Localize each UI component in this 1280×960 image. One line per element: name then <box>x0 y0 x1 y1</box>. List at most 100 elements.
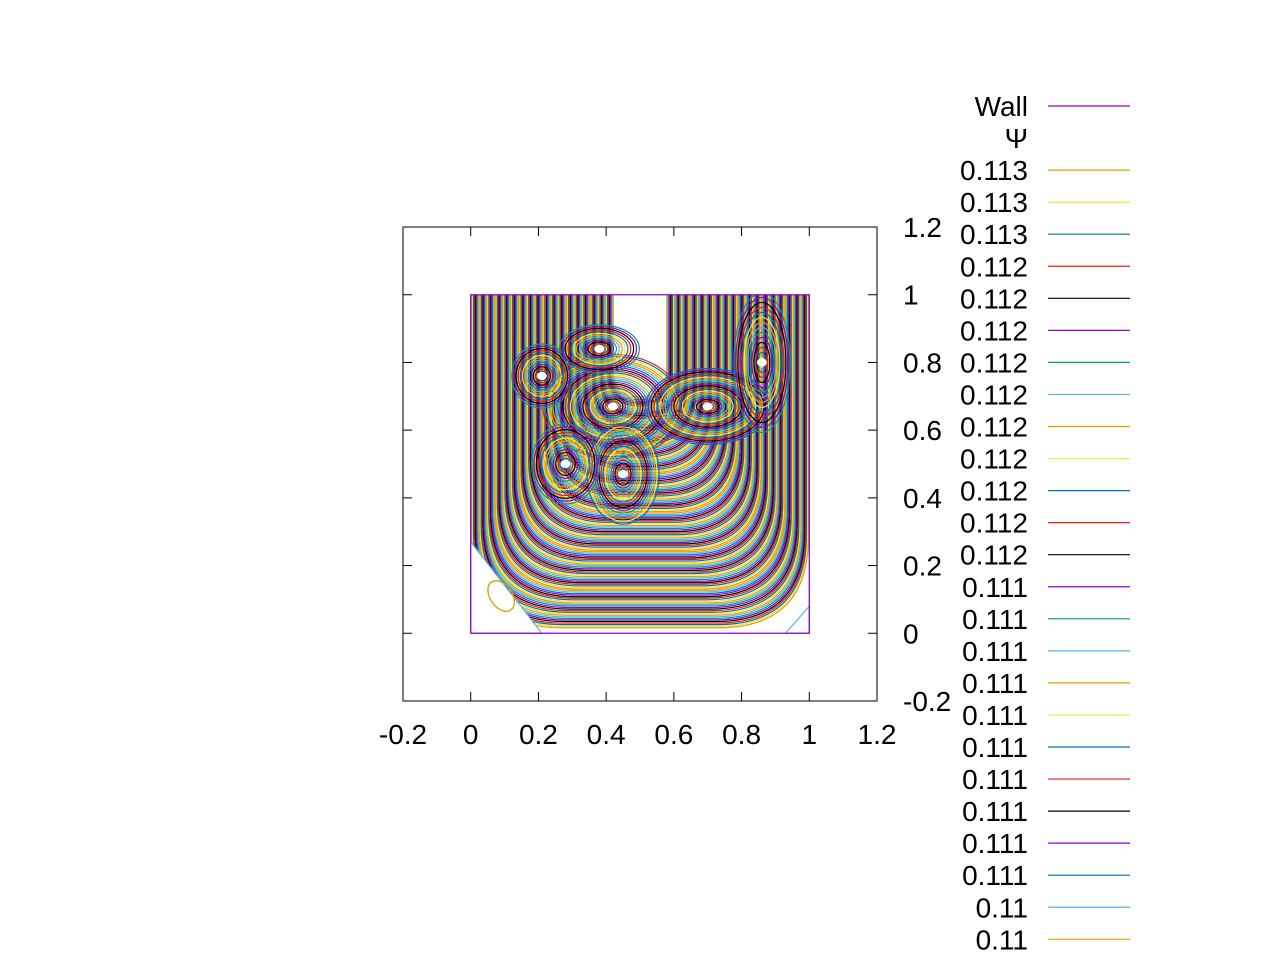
contour-line <box>485 295 795 606</box>
y-tick-label: 1.2 <box>903 212 942 243</box>
legend-level-label: 0.112 <box>960 315 1028 346</box>
contour-line <box>495 295 785 589</box>
y-tick-label: 0.6 <box>903 415 942 446</box>
contour-line <box>501 295 779 579</box>
contour-line <box>536 295 744 522</box>
contour-line <box>522 295 758 545</box>
contour-line <box>572 295 708 463</box>
legend-level-label: 0.112 <box>960 251 1028 282</box>
vortex-contour <box>695 398 720 414</box>
vortex-center <box>702 402 713 411</box>
contour-line <box>484 295 796 607</box>
contour-line <box>523 295 757 544</box>
vortex-contour <box>543 437 588 491</box>
y-tick-label: -0.2 <box>903 686 951 717</box>
vortex-contour <box>524 357 560 395</box>
vortex-contour <box>594 392 632 421</box>
vortex-contour <box>737 301 787 424</box>
contour-line <box>504 295 776 575</box>
contour-line <box>529 295 751 534</box>
vortex-contour <box>534 368 549 384</box>
contour-line <box>502 295 778 578</box>
contour-line <box>507 295 773 570</box>
vortex-contour <box>659 376 757 437</box>
contour-lines <box>471 295 809 629</box>
vortex-contour <box>530 423 601 505</box>
vortex-contour <box>570 331 629 367</box>
wall-layer <box>470 294 810 634</box>
legend-level-label: 0.111 <box>962 796 1028 827</box>
vortex-contour <box>755 346 769 379</box>
legend-level-label: 0.113 <box>960 187 1028 218</box>
vortex-contour <box>745 321 779 404</box>
vortex-contour <box>610 456 636 492</box>
vortex-contour <box>592 390 634 422</box>
vortex-contour <box>530 363 554 389</box>
contour-line <box>483 295 797 609</box>
contour-line <box>511 295 769 562</box>
corner-eddy-bottom-right <box>784 604 810 634</box>
vortex-contour <box>741 311 783 414</box>
vortex-contour <box>664 379 751 433</box>
contour-line <box>525 295 755 540</box>
vortex-contour <box>733 295 791 434</box>
vortex-contour <box>612 459 634 489</box>
vortex-contour <box>575 334 623 364</box>
vortex-contour <box>602 445 644 503</box>
vortex-center <box>607 402 618 411</box>
vortex-contour <box>751 336 773 389</box>
contour-line <box>493 295 787 592</box>
vortex-contour <box>519 352 564 400</box>
contour-line <box>512 295 768 561</box>
contour-line <box>508 295 772 568</box>
vortex-contour <box>550 446 581 482</box>
vortex-center <box>618 470 629 479</box>
vortex-contour <box>678 388 737 425</box>
contour-line <box>529 295 751 533</box>
legend: WallΨ0.1130.1130.1130.1120.1120.1120.112… <box>960 91 1130 955</box>
vortex-contour <box>599 396 627 417</box>
vortex-contour <box>558 324 640 374</box>
vortex-contour <box>528 361 556 391</box>
vortex-contour <box>608 454 638 495</box>
contour-line <box>516 295 764 554</box>
contour-line <box>510 295 770 564</box>
vortex-contour <box>533 426 598 502</box>
vortex-contour <box>515 347 569 405</box>
corner-eddy-loop <box>487 580 516 613</box>
vortex-contour <box>687 393 729 420</box>
vortex-center <box>756 358 767 367</box>
vortex-contour <box>693 397 723 416</box>
vortex-contour <box>567 329 632 369</box>
contour-line <box>497 295 783 585</box>
vortex-contour <box>590 343 609 355</box>
vortex-contour <box>578 336 620 362</box>
contour-line <box>527 295 753 537</box>
contour-line <box>545 295 735 508</box>
legend-level-label: 0.111 <box>962 604 1028 635</box>
plot-frame <box>402 226 878 702</box>
contour-line <box>531 295 749 530</box>
legend-level-label: 0.112 <box>960 540 1028 571</box>
y-tick-label: 1 <box>903 280 919 311</box>
contour-line <box>539 295 741 517</box>
vortex-contour <box>747 326 777 399</box>
legend-level-label: 0.111 <box>962 636 1028 667</box>
legend-level-label: 0.111 <box>962 828 1028 859</box>
contour-line <box>524 295 756 542</box>
vortex-contour <box>597 394 629 419</box>
vortex-contour <box>532 366 551 386</box>
legend-level-label: 0.111 <box>962 668 1028 699</box>
wall-line <box>470 294 810 634</box>
vortex-contour <box>552 449 579 479</box>
legend-level-label: 0.111 <box>962 860 1028 891</box>
legend-label-wall: Wall <box>975 91 1028 122</box>
vortex-contour <box>545 440 586 488</box>
vortex-contour <box>535 429 596 499</box>
vortex-contour <box>673 385 743 428</box>
x-tick-label: 0.8 <box>722 719 761 750</box>
y-axis: -0.2 0 0.2 0.4 0.6 0.8 1 1.2 <box>403 212 951 717</box>
contour-line <box>509 295 771 567</box>
vortex-center <box>536 371 547 380</box>
contour-line <box>498 295 782 584</box>
